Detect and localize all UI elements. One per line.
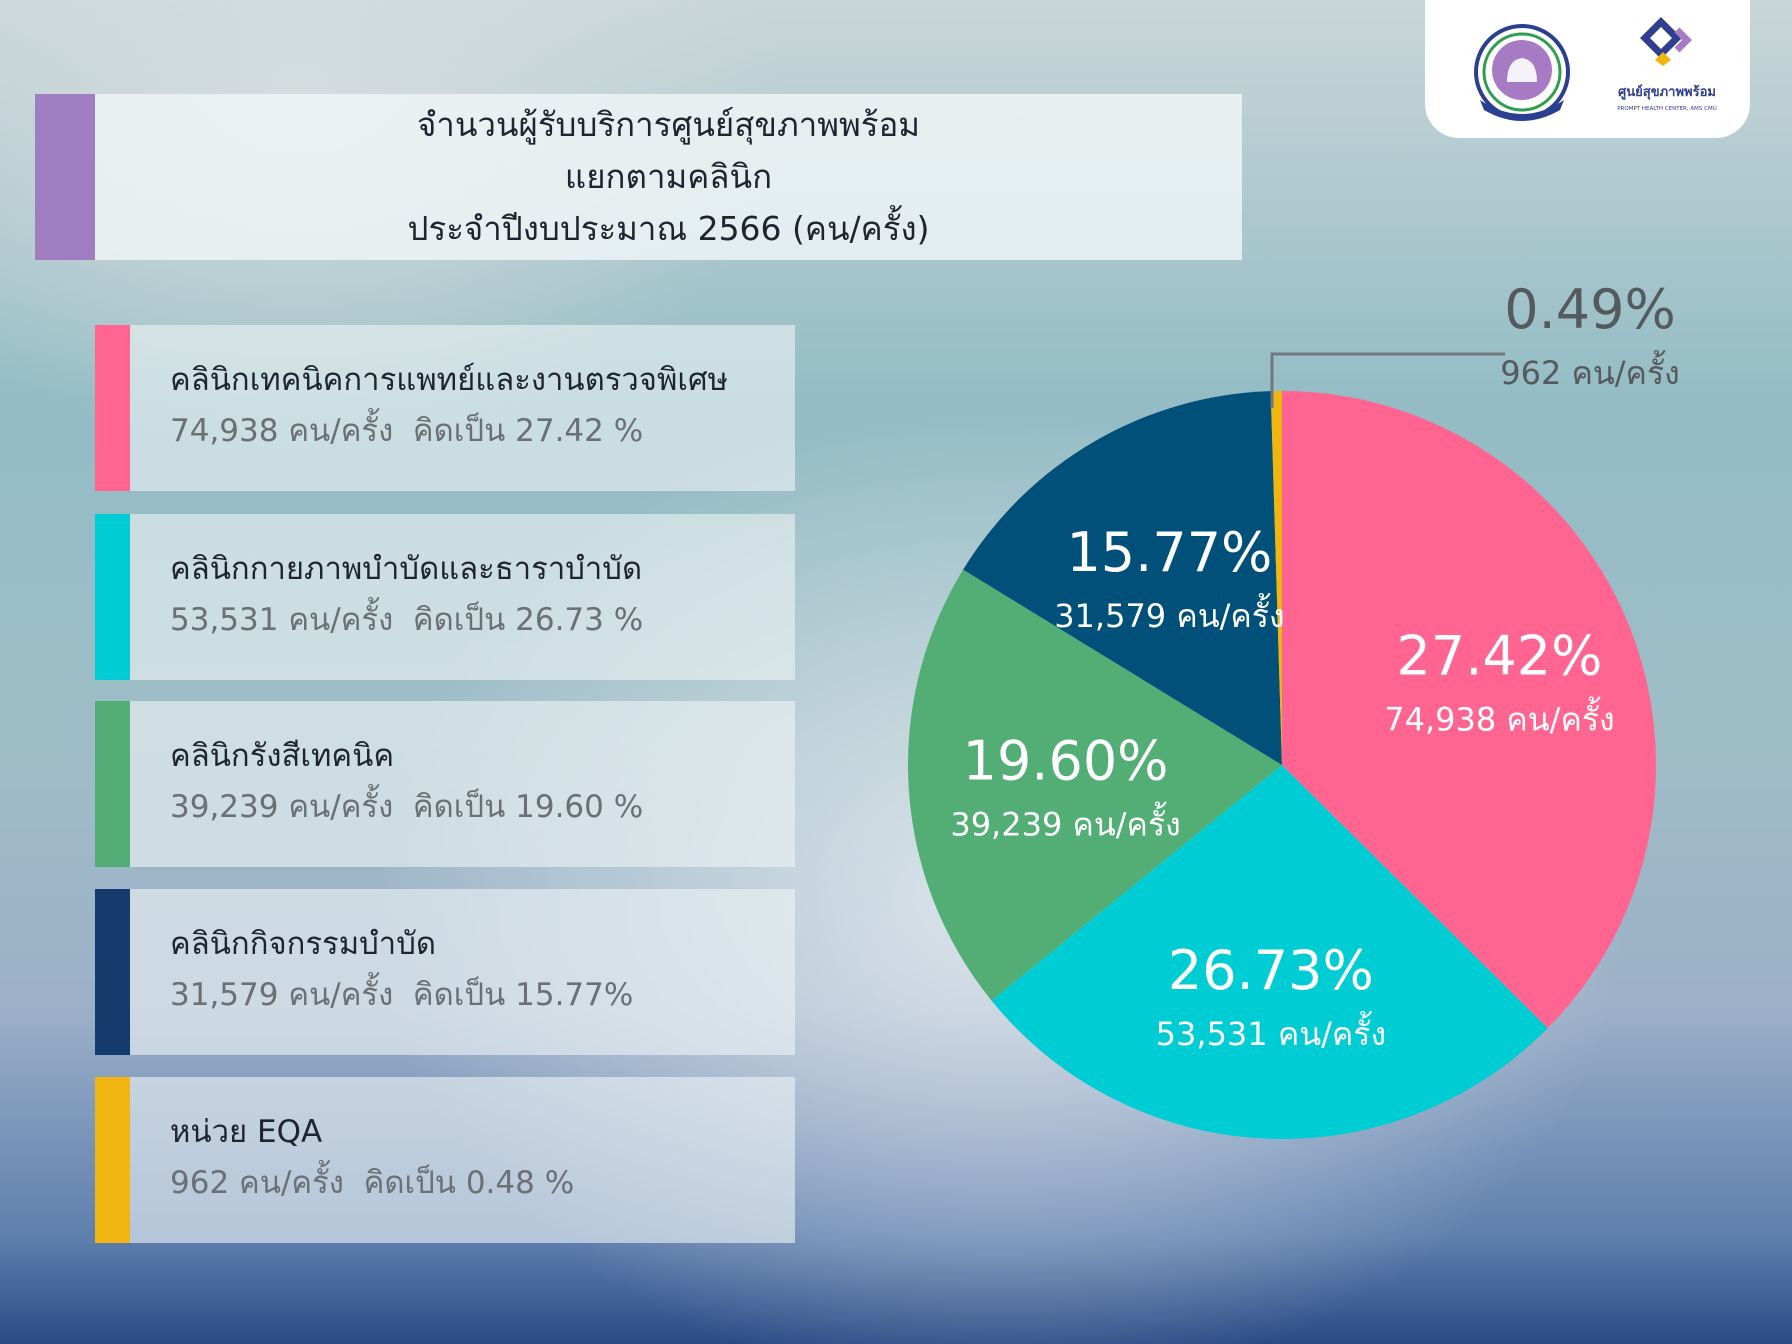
slice-count-label-3: 39,239 คน/ครั้ง xyxy=(950,801,1180,843)
slice-count-label-5: 962 คน/ครั้ง xyxy=(1500,350,1680,392)
slice-count-label-4: 31,579 คน/ครั้ง xyxy=(1054,593,1284,635)
legend-item-physiotherapy: คลินิกกายภาพบำบัดและธาราบำบัด 53,531 คน/… xyxy=(95,514,795,680)
legend-name: หน่วย EQA xyxy=(170,1114,323,1150)
logo-panel: ศูนย์สุขภาพพร้อม PROMPT HEALTH CENTER, A… xyxy=(1425,0,1750,138)
legend-color-bar xyxy=(95,1077,130,1243)
legend-stat: 53,531 คน/ครั้ง คิดเป็น 26.73 % xyxy=(170,602,644,638)
legend-name: คลินิกกายภาพบำบัดและธาราบำบัด xyxy=(170,551,643,587)
slice-count-label-2: 53,531 คน/ครั้ง xyxy=(1156,1011,1386,1053)
legend-stat: 74,938 คน/ครั้ง คิดเป็น 27.42 % xyxy=(170,413,644,449)
slice-percent-label-5: 0.49% xyxy=(1504,278,1676,341)
slice-percent-label-1: 27.42% xyxy=(1397,624,1603,687)
slice-count-label-1: 74,938 คน/ครั้ง xyxy=(1384,696,1614,738)
legend-item-eqa: หน่วย EQA 962 คน/ครั้ง คิดเป็น 0.48 % xyxy=(95,1077,795,1243)
title-accent-bar xyxy=(35,94,95,260)
page-title: จำนวนผู้รับบริการศูนย์สุขภาพพร้อม แยกตาม… xyxy=(95,94,1242,260)
legend-stat: 39,239 คน/ครั้ง คิดเป็น 19.60 % xyxy=(170,789,644,825)
legend-item-medical-technology: คลินิกเทคนิคการแพทย์และงานตรวจพิเศษ 74,9… xyxy=(95,325,795,491)
slice-percent-label-3: 19.60% xyxy=(963,729,1169,792)
legend-stat: 962 คน/ครั้ง คิดเป็น 0.48 % xyxy=(170,1165,575,1201)
pie-slices xyxy=(907,391,1656,1139)
logos: ศูนย์สุขภาพพร้อม PROMPT HEALTH CENTER, A… xyxy=(1474,17,1717,121)
callout-leader-line xyxy=(1270,352,1505,408)
logo-subtext: PROMPT HEALTH CENTER, AMS CMU xyxy=(1617,106,1717,112)
pie-slice-1 xyxy=(1282,391,1656,1029)
prompt-health-logo: ศูนย์สุขภาพพร้อม PROMPT HEALTH CENTER, A… xyxy=(1617,17,1717,112)
pie-slice-2 xyxy=(991,765,1548,1139)
legend-color-bar xyxy=(95,514,130,680)
legend-name: คลินิกรังสีเทคนิค xyxy=(170,738,395,774)
legend-stat: 31,579 คน/ครั้ง คิดเป็น 15.77% xyxy=(170,977,634,1013)
pie-slice-5 xyxy=(1270,391,1282,765)
title-line-3: ประจำปีงบประมาณ 2566 (คน/ครั้ง) xyxy=(407,209,930,248)
title-line-1: จำนวนผู้รับบริการศูนย์สุขภาพพร้อม xyxy=(416,105,921,144)
logo-text: ศูนย์สุขภาพพร้อม xyxy=(1618,84,1716,100)
slice-percent-label-4: 15.77% xyxy=(1066,521,1272,584)
pie-slice-4 xyxy=(963,391,1282,765)
legend-color-bar xyxy=(95,701,130,867)
title-box: จำนวนผู้รับบริการศูนย์สุขภาพพร้อม แยกตาม… xyxy=(35,94,1242,260)
pie-slice-3 xyxy=(907,569,1282,1001)
legend-item-radiology: คลินิกรังสีเทคนิค 39,239 คน/ครั้ง คิดเป็… xyxy=(95,701,795,867)
title-line-2: แยกตามคลินิก xyxy=(564,157,773,196)
legend-name: คลินิกกิจกรรมบำบัด xyxy=(170,926,437,962)
legend-color-bar xyxy=(95,325,130,491)
seal-logo xyxy=(1474,24,1570,121)
legend-color-bar xyxy=(95,889,130,1055)
legend-name: คลินิกเทคนิคการแพทย์และงานตรวจพิเศษ xyxy=(170,362,729,398)
slice-percent-label-2: 26.73% xyxy=(1168,939,1374,1002)
legend-item-occupational-therapy: คลินิกกิจกรรมบำบัด 31,579 คน/ครั้ง คิดเป… xyxy=(95,889,795,1055)
pie-labels: 27.42% 74,938 คน/ครั้ง 26.73% 53,531 คน/ครั… xyxy=(950,278,1679,1053)
